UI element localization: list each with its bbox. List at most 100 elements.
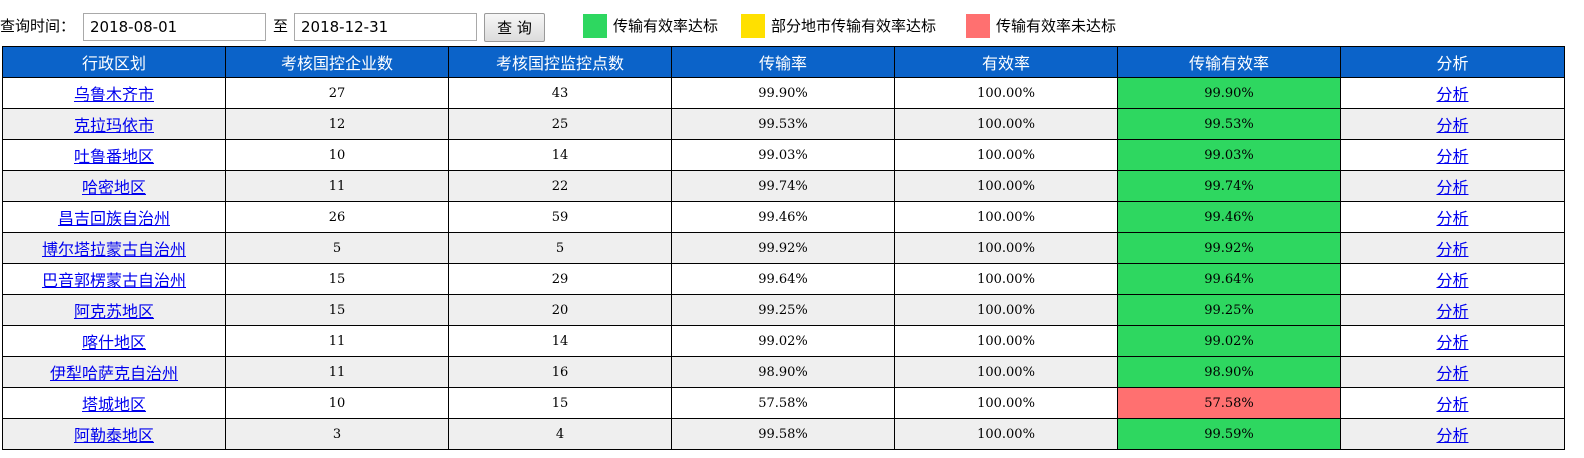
transmission-rate-cell: 99.90% <box>671 77 895 109</box>
monitor-point-count-cell: 16 <box>448 356 672 388</box>
enterprise-count-cell: 11 <box>225 356 449 388</box>
analysis-cell: 分析 <box>1340 170 1565 202</box>
query-button[interactable]: 查 询 <box>484 13 545 42</box>
validity-rate-cell: 100.00% <box>894 201 1118 233</box>
region-link[interactable]: 阿克苏地区 <box>73 302 154 321</box>
region-link[interactable]: 塔城地区 <box>81 395 146 414</box>
validity-rate-cell: 100.00% <box>894 387 1118 419</box>
legend-pass-swatch <box>583 14 607 38</box>
transmission-rate-cell: 99.25% <box>671 294 895 326</box>
query-time-label: 查询时间： <box>0 17 76 35</box>
region-link[interactable]: 巴音郭楞蒙古自治州 <box>41 271 186 290</box>
region-link[interactable]: 哈密地区 <box>81 178 146 197</box>
header-region: 行政区划 <box>2 46 226 78</box>
header-monitor-point-count: 考核国控监控点数 <box>448 46 672 78</box>
region-cell: 巴音郭楞蒙古自治州 <box>2 263 226 295</box>
statistics-table: 行政区划 考核国控企业数 考核国控监控点数 传输率 有效率 传输有效率 分析 乌… <box>2 46 1565 450</box>
analysis-link[interactable]: 分析 <box>1436 302 1469 321</box>
analysis-cell: 分析 <box>1340 294 1565 326</box>
validity-rate-cell: 100.00% <box>894 263 1118 295</box>
analysis-cell: 分析 <box>1340 356 1565 388</box>
table-header-row: 行政区划 考核国控企业数 考核国控监控点数 传输率 有效率 传输有效率 分析 <box>2 46 1565 78</box>
region-link[interactable]: 克拉玛依市 <box>73 116 154 135</box>
table-row: 克拉玛依市 12 25 99.53% 100.00% 99.53% 分析 <box>2 108 1565 140</box>
analysis-link[interactable]: 分析 <box>1436 333 1469 352</box>
analysis-link[interactable]: 分析 <box>1436 395 1469 414</box>
date-range-separator: 至 <box>273 17 289 35</box>
effective-rate-cell: 99.90% <box>1117 77 1341 109</box>
region-link[interactable]: 伊犁哈萨克自治州 <box>49 364 178 383</box>
end-date-input[interactable] <box>294 13 477 41</box>
effective-rate-cell: 99.53% <box>1117 108 1341 140</box>
analysis-link[interactable]: 分析 <box>1436 426 1469 445</box>
validity-rate-cell: 100.00% <box>894 356 1118 388</box>
monitor-point-count-cell: 22 <box>448 170 672 202</box>
analysis-link[interactable]: 分析 <box>1436 85 1469 104</box>
analysis-link[interactable]: 分析 <box>1436 271 1469 290</box>
transmission-rate-cell: 99.03% <box>671 139 895 171</box>
region-cell: 昌吉回族自治州 <box>2 201 226 233</box>
region-cell: 阿勒泰地区 <box>2 418 226 450</box>
header-validity-rate: 有效率 <box>894 46 1118 78</box>
analysis-cell: 分析 <box>1340 325 1565 357</box>
validity-rate-cell: 100.00% <box>894 232 1118 264</box>
region-cell: 克拉玛依市 <box>2 108 226 140</box>
analysis-cell: 分析 <box>1340 139 1565 171</box>
monitor-point-count-cell: 14 <box>448 325 672 357</box>
analysis-link[interactable]: 分析 <box>1436 178 1469 197</box>
effective-rate-cell: 99.25% <box>1117 294 1341 326</box>
effective-rate-cell: 99.46% <box>1117 201 1341 233</box>
table-row: 乌鲁木齐市 27 43 99.90% 100.00% 99.90% 分析 <box>2 77 1565 109</box>
legend-fail-label: 传输有效率未达标 <box>996 17 1117 35</box>
transmission-rate-cell: 99.53% <box>671 108 895 140</box>
header-effective-transmission-rate: 传输有效率 <box>1117 46 1341 78</box>
transmission-rate-cell: 99.64% <box>671 263 895 295</box>
validity-rate-cell: 100.00% <box>894 325 1118 357</box>
region-link[interactable]: 喀什地区 <box>81 333 146 352</box>
region-cell: 阿克苏地区 <box>2 294 226 326</box>
table-row: 伊犁哈萨克自治州 11 16 98.90% 100.00% 98.90% 分析 <box>2 356 1565 388</box>
enterprise-count-cell: 5 <box>225 232 449 264</box>
region-link[interactable]: 阿勒泰地区 <box>73 426 154 445</box>
region-link[interactable]: 乌鲁木齐市 <box>73 85 154 104</box>
enterprise-count-cell: 11 <box>225 325 449 357</box>
start-date-input[interactable] <box>83 13 266 41</box>
header-transmission-rate: 传输率 <box>671 46 895 78</box>
effective-rate-cell: 99.02% <box>1117 325 1341 357</box>
analysis-link[interactable]: 分析 <box>1436 240 1469 259</box>
enterprise-count-cell: 15 <box>225 263 449 295</box>
table-row: 博尔塔拉蒙古自治州 5 5 99.92% 100.00% 99.92% 分析 <box>2 232 1565 264</box>
header-enterprise-count: 考核国控企业数 <box>225 46 449 78</box>
legend-fail-swatch <box>966 14 990 38</box>
analysis-link[interactable]: 分析 <box>1436 209 1469 228</box>
table-row: 阿勒泰地区 3 4 99.58% 100.00% 99.59% 分析 <box>2 418 1565 450</box>
analysis-link[interactable]: 分析 <box>1436 364 1469 383</box>
region-cell: 博尔塔拉蒙古自治州 <box>2 232 226 264</box>
analysis-link[interactable]: 分析 <box>1436 147 1469 166</box>
analysis-link[interactable]: 分析 <box>1436 116 1469 135</box>
analysis-cell: 分析 <box>1340 418 1565 450</box>
table-row: 吐鲁番地区 10 14 99.03% 100.00% 99.03% 分析 <box>2 139 1565 171</box>
transmission-rate-cell: 99.46% <box>671 201 895 233</box>
table-row: 昌吉回族自治州 26 59 99.46% 100.00% 99.46% 分析 <box>2 201 1565 233</box>
region-link[interactable]: 吐鲁番地区 <box>73 147 154 166</box>
enterprise-count-cell: 10 <box>225 387 449 419</box>
legend-partial-label: 部分地市传输有效率达标 <box>771 17 937 35</box>
monitor-point-count-cell: 25 <box>448 108 672 140</box>
validity-rate-cell: 100.00% <box>894 418 1118 450</box>
transmission-rate-cell: 99.74% <box>671 170 895 202</box>
legend-pass-label: 传输有效率达标 <box>613 17 719 35</box>
validity-rate-cell: 100.00% <box>894 77 1118 109</box>
legend-partial-swatch <box>741 14 765 38</box>
region-link[interactable]: 博尔塔拉蒙古自治州 <box>41 240 186 259</box>
enterprise-count-cell: 15 <box>225 294 449 326</box>
effective-rate-cell: 99.03% <box>1117 139 1341 171</box>
enterprise-count-cell: 3 <box>225 418 449 450</box>
analysis-cell: 分析 <box>1340 201 1565 233</box>
enterprise-count-cell: 27 <box>225 77 449 109</box>
transmission-rate-cell: 98.90% <box>671 356 895 388</box>
table-row: 阿克苏地区 15 20 99.25% 100.00% 99.25% 分析 <box>2 294 1565 326</box>
region-link[interactable]: 昌吉回族自治州 <box>57 209 170 228</box>
enterprise-count-cell: 26 <box>225 201 449 233</box>
transmission-rate-cell: 99.58% <box>671 418 895 450</box>
